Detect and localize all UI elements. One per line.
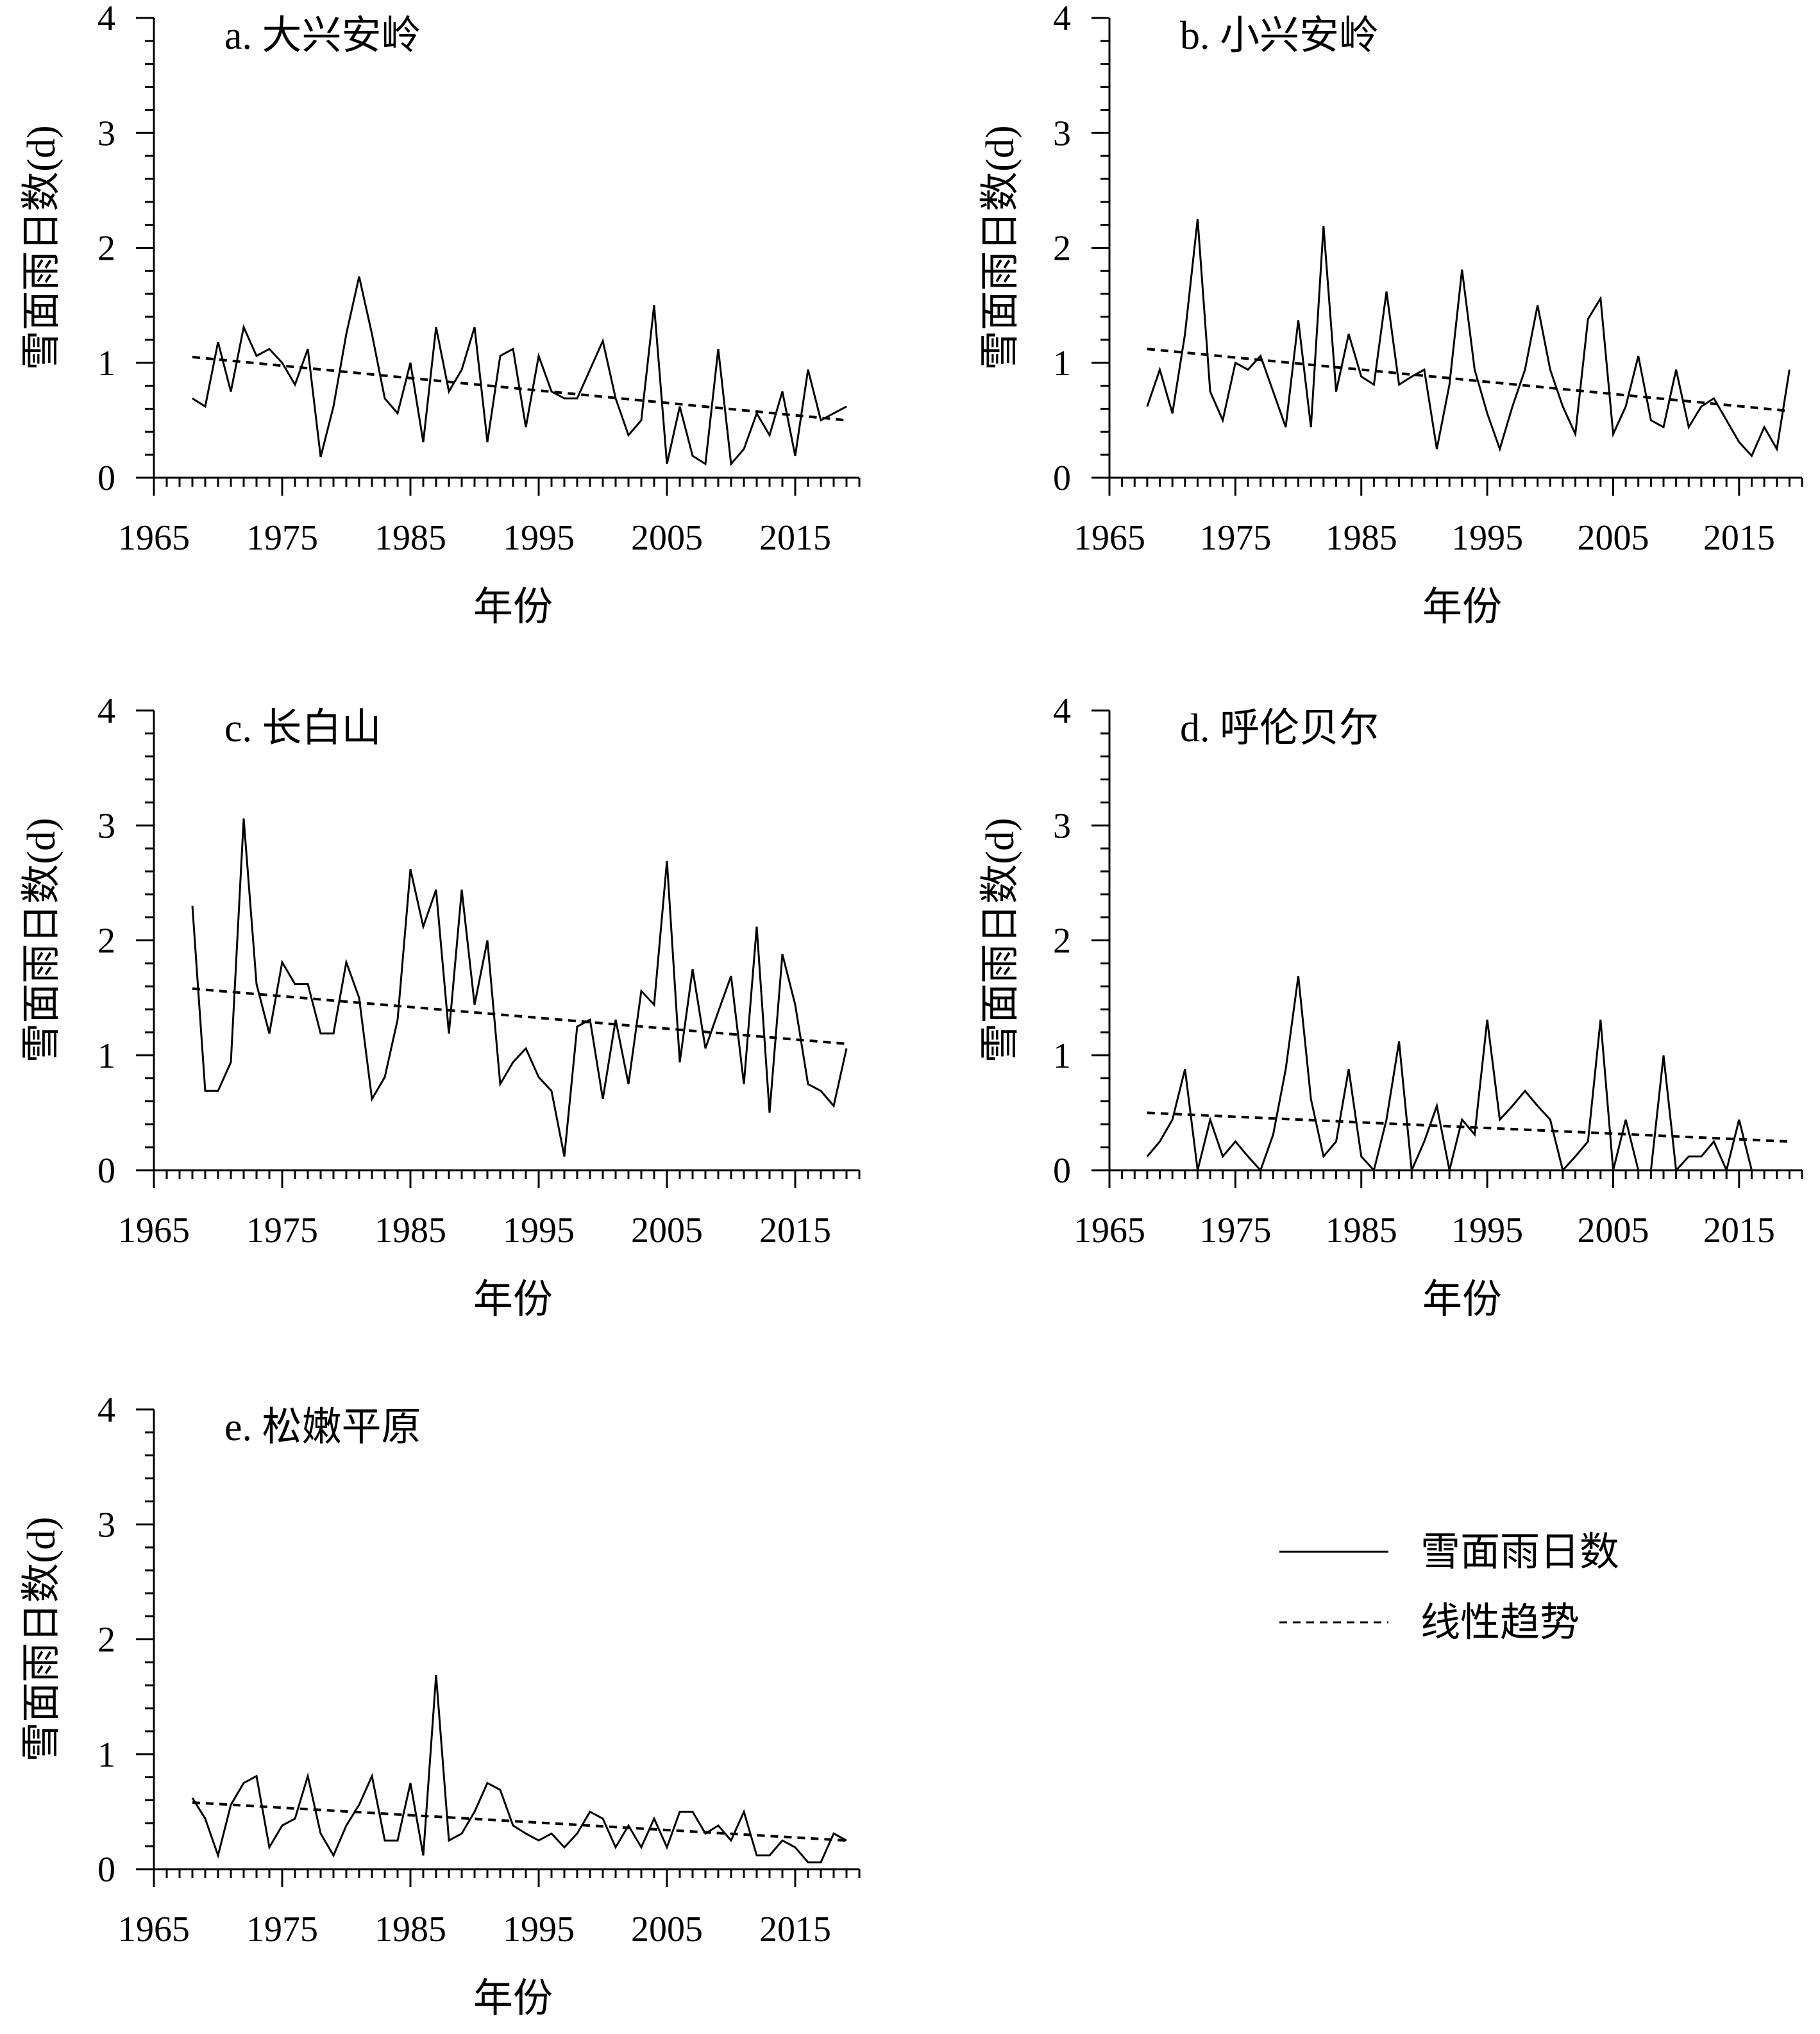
y-tick-label: 1 [1053,344,1071,383]
x-tick-label: 1975 [1199,1211,1271,1250]
y-tick-label: 2 [97,229,115,269]
data-series-line [191,1674,847,1863]
x-axis-title: 年份 [473,585,553,629]
x-tick-label: 2015 [759,1211,831,1250]
trend-line [192,1801,847,1842]
x-tick-label: 1985 [375,518,446,558]
y-tick-label: 4 [97,0,115,38]
y-tick-label: 2 [97,1620,115,1660]
x-tick-label: 2005 [1577,518,1649,558]
panel-title: e. 松嫩平原 [224,1406,421,1449]
x-tick-label: 2015 [759,518,831,558]
x-axis-title: 年份 [1422,585,1502,629]
x-axis-title: 年份 [473,1977,553,2021]
x-tick-label: 1965 [118,1211,190,1250]
chart-panel-0: 0 1 2 3 4 1965 1975 1985 1995 2005 2015 年份 雪面雨日数(d) a… [20,0,861,629]
y-tick-label: 1 [97,1036,115,1076]
x-tick-label: 2005 [631,1910,703,1949]
legend-label: 雪面雨日数 [1420,1531,1619,1574]
y-axis-title: 雪面雨日数(d) [20,1517,63,1761]
y-tick-label: 1 [97,1735,115,1775]
x-tick-label: 2015 [759,1910,831,1949]
trend-line [192,987,847,1045]
y-axis-title: 雪面雨日数(d) [979,818,1022,1063]
y-tick-label: 1 [97,344,115,383]
data-series-line [192,276,847,467]
x-tick-label: 1995 [503,518,575,558]
x-axis-title: 年份 [473,1278,553,1322]
y-tick-label: 0 [97,1850,115,1890]
y-tick-label: 3 [97,1505,115,1545]
chart-panel-1: 0 1 2 3 4 1965 1975 1985 1995 2005 2015 年份 雪面雨日数(d) b… [979,0,1803,629]
y-tick-label: 3 [1053,806,1071,846]
x-tick-label: 1975 [246,518,318,558]
x-tick-label: 1995 [1451,518,1523,558]
y-tick-label: 0 [97,1151,115,1191]
y-tick-label: 3 [97,806,115,846]
y-tick-label: 3 [1053,113,1071,153]
x-tick-label: 2005 [1577,1211,1649,1250]
x-tick-label: 1985 [375,1910,446,1949]
x-tick-label: 2015 [1703,518,1775,558]
y-tick-label: 0 [1053,1151,1071,1191]
x-tick-label: 1965 [1074,518,1145,558]
y-axis-title: 雪面雨日数(d) [20,818,63,1063]
panel-title: a. 大兴安岭 [224,14,421,58]
y-tick-label: 1 [1053,1036,1071,1076]
x-tick-label: 1965 [1074,1211,1145,1250]
x-tick-label: 1975 [246,1910,318,1949]
x-tick-label: 1995 [503,1910,575,1949]
trend-line [1147,348,1790,412]
x-axis-title: 年份 [1422,1278,1502,1322]
data-series-line [191,818,848,1157]
y-tick-label: 0 [97,458,115,498]
y-tick-label: 4 [1053,0,1071,38]
x-tick-label: 1965 [118,518,190,558]
y-tick-label: 0 [1053,458,1071,498]
y-axis-title: 雪面雨日数(d) [979,125,1022,370]
data-series-line [1146,219,1791,458]
y-tick-label: 3 [97,113,115,153]
panel-title: c. 长白山 [224,707,382,750]
x-tick-label: 2015 [1703,1211,1775,1250]
y-tick-label: 4 [97,1390,115,1430]
panel-title: d. 呼伦贝尔 [1180,707,1379,750]
x-tick-label: 1975 [1199,518,1271,558]
y-tick-label: 2 [1053,921,1071,961]
x-tick-label: 1975 [246,1211,318,1250]
chart-panel-2: 0 1 2 3 4 1965 1975 1985 1995 2005 2015 年份 雪面雨日数(d) c… [20,691,861,1322]
panel-title: b. 小兴安岭 [1180,14,1379,58]
legend-label: 线性趋势 [1420,1601,1580,1645]
x-tick-label: 1985 [1326,518,1397,558]
x-tick-label: 2005 [631,1211,703,1250]
y-axis-title: 雪面雨日数(d) [20,125,63,370]
chart-panel-4: 0 1 2 3 4 1965 1975 1985 1995 2005 2015 年份 雪面雨日数(d) e… [20,1390,861,2021]
x-tick-label: 1995 [503,1211,575,1250]
x-tick-label: 1985 [1326,1211,1397,1250]
x-tick-label: 1985 [375,1211,446,1250]
y-tick-label: 4 [1053,691,1071,731]
y-tick-label: 2 [97,921,115,961]
trend-line [192,355,847,422]
x-tick-label: 1995 [1451,1211,1523,1250]
y-tick-label: 4 [97,691,115,731]
data-series-line [1146,975,1790,1174]
x-tick-label: 2005 [631,518,703,558]
y-tick-label: 2 [1053,229,1071,269]
x-tick-label: 1965 [118,1910,190,1949]
chart-panel-3: 0 1 2 3 4 1965 1975 1985 1995 2005 2015 年份 雪面雨日数(d) d… [979,691,1803,1322]
